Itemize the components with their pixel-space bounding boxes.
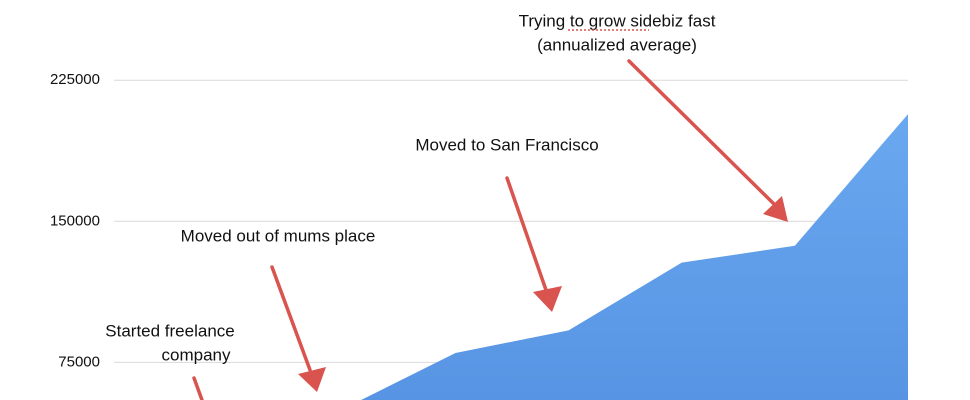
arrow [270, 265, 312, 372]
annotation: Started freelance [105, 321, 234, 340]
annotation: company [162, 345, 231, 364]
y-tick-label: 75000 [58, 353, 100, 370]
annotations: Trying to grow sidebiz fast (annualized … [105, 11, 715, 364]
arrow-head [763, 196, 788, 222]
area [361, 114, 908, 400]
y-tick-label: 225000 [50, 71, 100, 88]
arrow-head [298, 367, 326, 392]
annotation: (annualized average) [537, 35, 697, 54]
y-tick-label: 150000 [50, 212, 100, 229]
annotation: Moved to San Francisco [415, 135, 598, 154]
annotation: Moved out of mums place [181, 226, 376, 245]
arrows [192, 59, 788, 400]
plot-area [361, 114, 908, 400]
arrow [505, 176, 548, 292]
arrow [627, 59, 777, 207]
arrow [192, 376, 204, 400]
arrow-head [533, 286, 562, 312]
annotation: Trying to grow sidebiz fast [519, 11, 716, 30]
